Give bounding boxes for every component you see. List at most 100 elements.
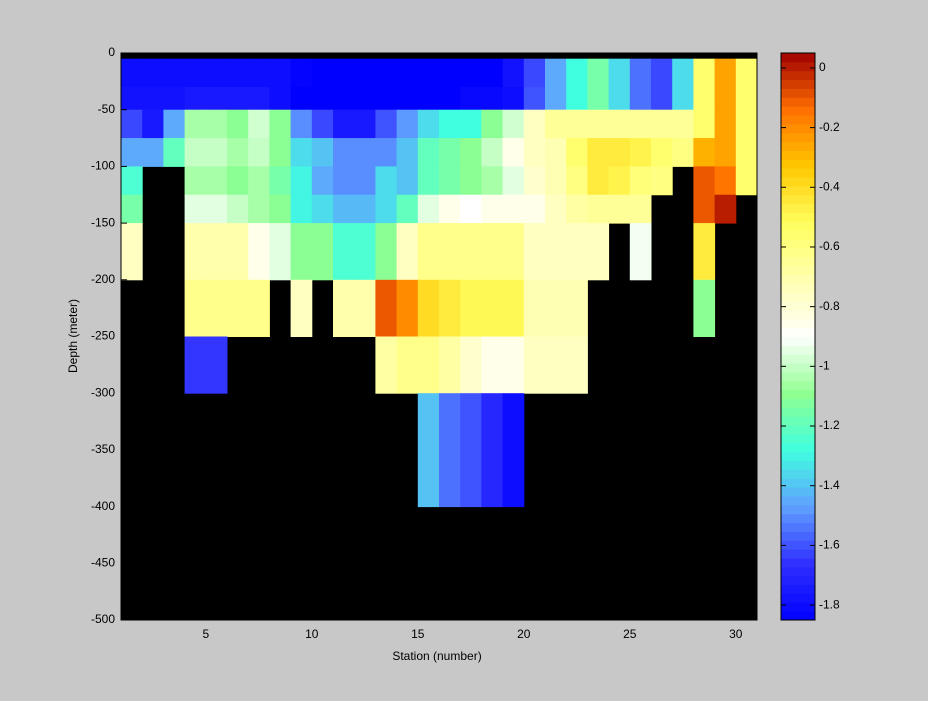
heatmap-cell [417,166,440,196]
heatmap-cell [587,138,610,167]
heatmap-cell [545,223,567,281]
heatmap-cell [502,138,525,167]
heatmap-cell [205,194,228,224]
colorbar-tick-label: -1.4 [819,478,840,492]
heatmap-cell [735,58,758,88]
heatmap-cell [481,393,504,508]
heatmap-cell [693,138,716,167]
heatmap-cell [481,166,504,196]
heatmap-cell [460,58,482,88]
heatmap-cell [566,58,588,88]
heatmap-cell [566,166,588,196]
heatmap-cell [227,223,249,281]
heatmap-cell [290,87,313,111]
colorbar-swatch [781,398,815,408]
heatmap-cell [184,223,207,281]
heatmap-cell [184,87,207,111]
colorbar-swatch [781,221,815,231]
colorbar-swatch [781,88,815,98]
heatmap-cell [375,279,398,337]
colorbar-swatch [781,106,815,116]
heatmap-cell [269,223,292,281]
heatmap-cell [121,166,143,196]
heatmap-cell [735,138,758,167]
x-tick-label: 30 [729,627,743,641]
heatmap-cell [651,138,673,167]
colorbar-tick-label: 0 [819,60,826,74]
heatmap-cell [248,109,270,139]
heatmap-cell [375,138,398,167]
heatmap-cell [502,279,525,337]
colorbar-swatch [781,247,815,258]
heatmap-cell [460,194,482,224]
heatmap-cell [311,109,334,139]
y-tick-label: -450 [91,555,115,569]
heatmap-cell [608,194,631,224]
heatmap-cell [523,138,546,167]
heatmap-cell [566,194,588,224]
y-tick-label: -100 [91,159,115,173]
heatmap-cell [396,223,419,281]
heatmap-cell [269,87,292,111]
heatmap-cell [523,109,546,139]
heatmap-cell [396,58,419,88]
heatmap-cell [290,223,313,281]
heatmap-cell [629,166,652,196]
heatmap-cell [693,58,716,88]
heatmap-cell [608,58,631,88]
colorbar-swatch [781,522,815,532]
heatmap-cell [311,87,334,111]
heatmap-cell [184,194,207,224]
colorbar-swatch [781,185,815,196]
heatmap-cell [545,138,567,167]
heatmap-cell [651,109,673,139]
heatmap-cell [693,279,716,337]
heatmap-cell [248,194,270,224]
heatmap-cell [290,194,313,224]
heatmap-cell [205,109,228,139]
colorbar-swatch [781,159,815,169]
heatmap-cell [375,223,398,281]
heatmap-cell [672,138,694,167]
heatmap-cell [523,279,546,337]
heatmap-cell [417,138,440,167]
heatmap-cell [629,138,652,167]
heatmap-cell [227,109,249,139]
heatmap-cell [735,109,758,139]
colorbar-swatch [781,354,815,364]
heatmap-cell [354,223,376,281]
colorbar-swatch [781,504,815,515]
heatmap-cell [142,87,164,111]
colorbar-swatch [781,265,815,275]
heatmap-cell [629,194,652,224]
heatmap-cell [481,194,504,224]
x-axis-label: Station (number) [392,649,481,663]
x-tick-label: 15 [411,627,425,641]
colorbar-swatch [781,168,815,178]
heatmap-cell [121,194,143,224]
heatmap-cell [417,279,440,337]
colorbar-frame [780,52,816,621]
heatmap-cell [375,58,398,88]
heatmap-cell [460,393,482,508]
heatmap-cell [439,138,461,167]
heatmap-cell [545,58,567,88]
heatmap-cell [545,166,567,196]
colorbar-swatch [781,407,815,417]
heatmap-cell [608,138,631,167]
heatmap-cell [714,166,737,196]
heatmap-cell [184,138,207,167]
x-tick-label: 5 [202,627,209,641]
heatmap-cell [227,138,249,167]
heatmap-cell [523,223,546,281]
colorbar-swatch [781,141,815,151]
heatmap-cell [460,336,482,394]
heatmap-cell [672,109,694,139]
colorbar-swatch [781,557,815,568]
heatmap-cell [566,138,588,167]
heatmap-cell [290,138,313,167]
heatmap-cell [566,279,588,337]
heatmap-cell [184,166,207,196]
colorbar-swatch [781,256,815,267]
heatmap-cell [460,166,482,196]
